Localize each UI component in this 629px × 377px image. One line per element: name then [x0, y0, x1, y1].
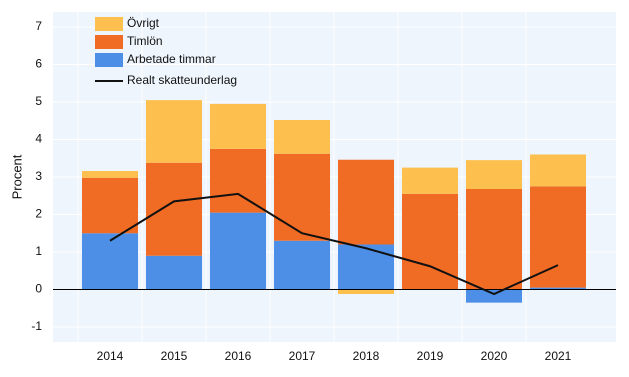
bar-segment: [146, 255, 202, 290]
x-tick-label: 2020: [481, 349, 508, 363]
y-tick-label: 2: [35, 207, 42, 221]
legend-label: Övrigt: [127, 16, 160, 30]
bar-segment: [274, 153, 330, 241]
bar-segment: [338, 244, 394, 290]
bar-segment: [210, 148, 266, 213]
bar-segment: [274, 120, 330, 154]
bar-segment: [146, 100, 202, 163]
y-tick-label: 4: [35, 132, 42, 146]
bar-segment: [338, 159, 394, 245]
bar-segment: [210, 212, 266, 290]
y-tick-label: 0: [35, 282, 42, 296]
x-tick-label: 2021: [545, 349, 572, 363]
bar-segment: [530, 186, 586, 288]
legend-label: Timlön: [127, 34, 163, 48]
x-tick-label: 2015: [161, 349, 188, 363]
x-tick-label: 2016: [225, 349, 252, 363]
bar-segment: [146, 162, 202, 256]
bar-segment: [466, 189, 522, 290]
legend-label: Realt skatteunderlag: [127, 73, 237, 87]
legend-swatch: [95, 35, 123, 49]
bar-segment: [274, 240, 330, 290]
bar-segment: [82, 233, 138, 290]
bar-segment: [338, 289, 394, 294]
legend-label: Arbetade timmar: [127, 52, 216, 66]
y-tick-label: 1: [35, 244, 42, 258]
legend-swatch: [95, 53, 123, 67]
line-series: [109, 192, 559, 296]
bar-segment: [466, 160, 522, 189]
x-tick-label: 2018: [353, 349, 380, 363]
y-tick-label: 7: [35, 19, 42, 33]
y-axis-label: Procent: [9, 154, 24, 199]
y-tick-label: 5: [35, 94, 42, 108]
y-tick-label: 6: [35, 57, 42, 71]
x-tick-label: 2019: [417, 349, 444, 363]
bar-segment: [530, 154, 586, 187]
legend-swatch: [95, 17, 123, 31]
x-tick-label: 2017: [289, 349, 316, 363]
x-tick-label: 2014: [97, 349, 124, 363]
bar-segment: [530, 287, 586, 290]
y-tick-label: 3: [35, 169, 42, 183]
bar-segment: [466, 289, 522, 303]
y-tick-label: -1: [31, 319, 42, 333]
bar-segment: [210, 103, 266, 149]
bar-segment: [82, 171, 138, 178]
bar-segment: [402, 167, 458, 194]
bar-segment: [82, 177, 138, 234]
